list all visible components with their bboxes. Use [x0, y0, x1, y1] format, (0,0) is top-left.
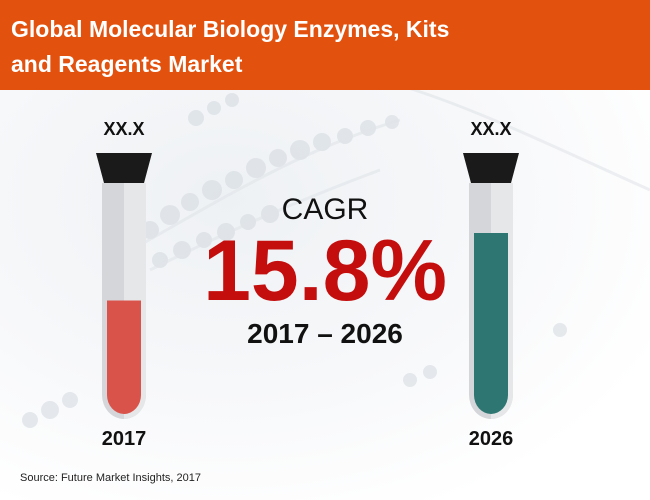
tube-liquid [474, 233, 508, 414]
tube-cap [96, 153, 152, 183]
tube-liquid [107, 300, 141, 414]
cagr-label: CAGR [281, 193, 369, 226]
left-year-label: 2017 [101, 428, 147, 450]
cagr-period: 2017 – 2026 [247, 318, 403, 349]
title-line-1: Global Molecular Biology Enzymes, Kits [11, 16, 450, 42]
title-banner: Global Molecular Biology Enzymes, Kits a… [0, 0, 650, 90]
test-tube-2017-icon [96, 153, 152, 419]
source-note: Source: Future Market Insights, 2017 [20, 472, 201, 484]
test-tube-2026-icon [463, 153, 519, 419]
title-line-2: and Reagents Market [11, 51, 243, 77]
right-value-label: XX.X [470, 119, 512, 139]
tube-cap [463, 153, 519, 183]
left-value-label: XX.X [103, 119, 145, 139]
right-year-label: 2026 [468, 428, 514, 450]
cagr-value: 15.8% [203, 223, 447, 319]
